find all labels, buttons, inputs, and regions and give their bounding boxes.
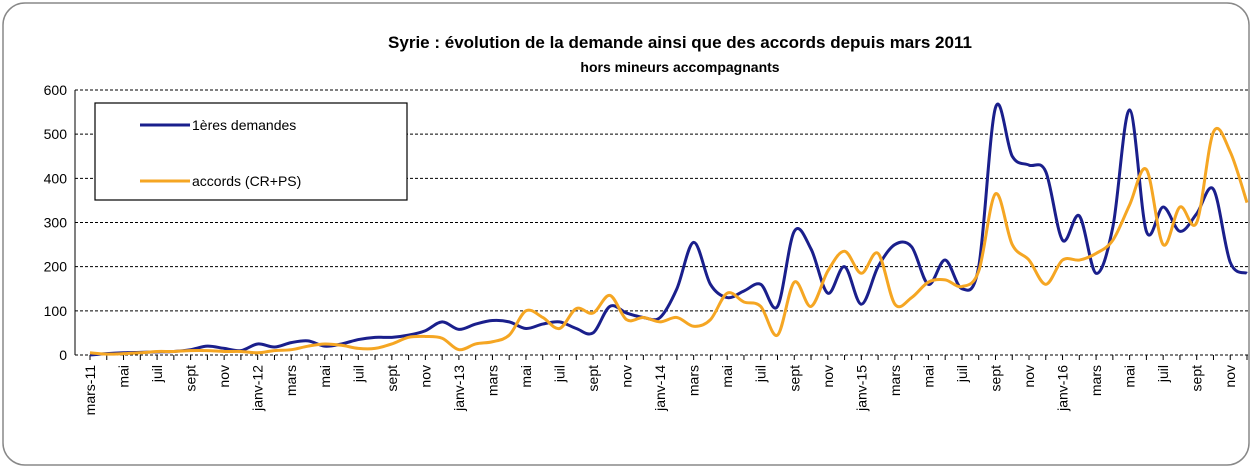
x-tick-label: nov	[417, 365, 433, 388]
legend-label: accords (CR+PS)	[192, 173, 301, 189]
x-tick-label: janv-14	[652, 365, 668, 412]
x-tick-label: mai	[1122, 365, 1138, 388]
x-tick-label: janv-16	[1055, 365, 1071, 412]
x-tick-label: nov	[1222, 365, 1238, 388]
y-tick-label: 200	[44, 259, 68, 275]
x-tick-label: janv-12	[250, 365, 266, 412]
x-tick-label: mai	[518, 365, 534, 388]
x-tick-label: juil	[1155, 365, 1171, 383]
x-tick-label: mars	[283, 365, 299, 396]
legend	[94, 102, 408, 201]
series-line	[89, 102, 1248, 357]
x-tick-label: mars	[887, 365, 903, 396]
x-tick-label: nov	[619, 365, 635, 388]
x-tick-label: sept	[786, 365, 802, 392]
y-tick-label: 400	[44, 170, 68, 186]
y-tick-label: 500	[44, 126, 68, 142]
y-tick-label: 300	[44, 215, 68, 231]
x-tick-label: janv-15	[853, 365, 869, 412]
x-tick-label: mai	[719, 365, 735, 388]
chart-subtitle: hors mineurs accompagnants	[580, 59, 779, 75]
x-tick-label: janv-13	[451, 365, 467, 412]
x-tick-label: juil	[552, 365, 568, 383]
x-tick-label: mars	[484, 365, 500, 396]
x-tick-label: sept	[987, 365, 1003, 392]
legend-label: 1ères demandes	[192, 117, 296, 133]
x-tick-label: sept	[384, 365, 400, 392]
chart-title: Syrie : évolution de la demande ainsi qu…	[388, 33, 972, 52]
x-tick-label: mai	[116, 365, 132, 388]
x-tick-label: mars	[686, 365, 702, 396]
x-tick-label: mai	[920, 365, 936, 388]
x-tick-label: nov	[1021, 365, 1037, 388]
y-tick-label: 600	[44, 82, 68, 98]
x-tick-label: nov	[820, 365, 836, 388]
x-tick-label: juil	[149, 365, 165, 383]
x-tick-label: mars-11	[82, 365, 98, 416]
x-tick-label: sept	[1189, 365, 1205, 392]
x-tick-label: sept	[585, 365, 601, 392]
x-tick-label: juil	[753, 365, 769, 383]
series-line	[89, 126, 1249, 356]
y-tick-label: 0	[59, 347, 67, 363]
x-tick-label: nov	[216, 365, 232, 388]
x-tick-label: juil	[954, 365, 970, 383]
x-tick-label: juil	[350, 365, 366, 383]
x-tick-label: mai	[317, 365, 333, 388]
x-tick-label: mars	[1088, 365, 1104, 396]
x-tick-label: sept	[183, 365, 199, 392]
y-tick-label: 100	[44, 303, 68, 319]
